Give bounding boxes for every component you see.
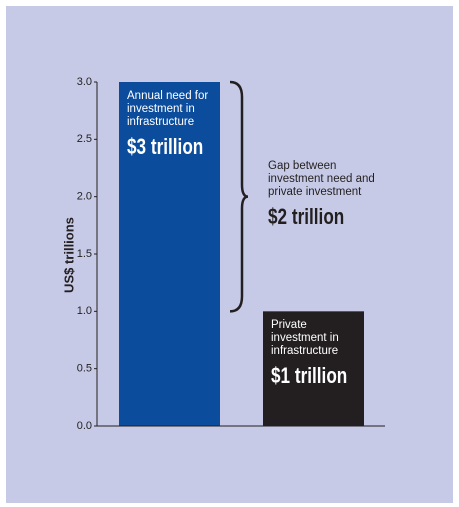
- bar-label: Annual need for investment in infrastruc…: [127, 90, 216, 159]
- bar: [119, 82, 220, 426]
- gap-value-label: $2 trillion: [268, 204, 345, 229]
- y-tick-label: 1.5: [77, 248, 92, 260]
- gap-text: Gap between investment need and private …: [268, 160, 375, 198]
- y-tick-label: 2.0: [77, 191, 92, 203]
- y-tick-label: 3.0: [77, 76, 92, 88]
- bar: [263, 311, 364, 426]
- y-tick-label: 2.5: [77, 133, 92, 145]
- y-tick-label: 1.0: [77, 305, 92, 317]
- value-label: $3 trillion: [127, 134, 204, 159]
- category-label: Private investment in infrastructure: [271, 319, 339, 358]
- category-label: Annual need for investment in infrastruc…: [127, 90, 209, 128]
- y-tick-label: 0.0: [77, 420, 92, 432]
- y-tick-label: 0.5: [77, 363, 92, 375]
- bar-label-box: Private investment in infrastructure $1 t…: [271, 319, 360, 388]
- gap-annotation: Gap between investment need and private …: [268, 160, 378, 229]
- y-axis-label: US$ trillions: [61, 217, 76, 293]
- value-label: $1 trillion: [271, 363, 348, 389]
- bar-label-box: Annual need for investment in infrastruc…: [127, 90, 216, 159]
- bar-label: Private investment in infrastructure $1 t…: [271, 319, 360, 388]
- gap-brace: [229, 80, 249, 313]
- gap-box: Gap between investment need and private …: [268, 160, 378, 229]
- background: [6, 6, 453, 503]
